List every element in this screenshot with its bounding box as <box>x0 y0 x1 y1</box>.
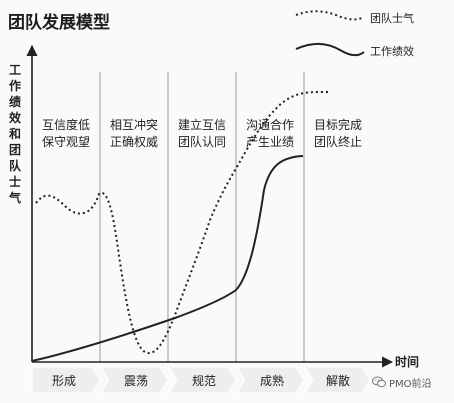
stage-description-line: 目标完成 <box>313 118 362 132</box>
stage-description-line: 团队认同 <box>177 135 226 149</box>
stage-description-storming: 相互冲突 正确权威 <box>101 117 167 151</box>
stage-chevron <box>100 366 169 394</box>
legend-performance-label: 工作绩效 <box>370 45 414 58</box>
stage-description-forming: 互信度低 保守观望 <box>33 117 99 151</box>
stage-description-line: 产生业绩 <box>245 135 294 149</box>
morale-curve <box>35 90 329 355</box>
stage-description-line: 建立互信 <box>177 118 226 132</box>
stage-bar <box>31 366 371 394</box>
stage-name-forming: 形成 <box>51 374 76 388</box>
y-axis-label: 工作绩效和团队士气 <box>8 63 21 205</box>
stage-chevron <box>31 366 101 394</box>
stage-name-norming: 规范 <box>191 374 216 388</box>
stage-description-line: 正确权威 <box>109 135 158 149</box>
diagram-title: 团队发展模型 <box>8 13 110 33</box>
stage-description-line: 团队终止 <box>313 135 362 149</box>
stage-description-line: 互信度低 <box>41 118 90 132</box>
legend-performance-line <box>295 42 365 57</box>
performance-curve <box>31 155 304 362</box>
legend-morale-line <box>295 10 365 21</box>
stage-chevron <box>236 366 305 394</box>
stage-name-performing: 成熟 <box>259 374 284 388</box>
stage-description-line: 沟通合作 <box>245 118 294 132</box>
stage-chevron <box>168 366 237 394</box>
stage-description-performing: 沟通合作 产生业绩 <box>237 117 303 151</box>
wechat-icon <box>372 376 386 388</box>
stage-chevron <box>304 366 371 394</box>
x-axis-label: 时间 <box>395 355 420 369</box>
legend-morale-label: 团队士气 <box>370 12 414 25</box>
stage-description-line: 相互冲突 <box>109 118 158 132</box>
stage-description-line: 保守观望 <box>41 135 90 149</box>
stage-dividers <box>99 72 305 362</box>
watermark: PMO前沿 <box>372 375 432 390</box>
stage-name-adjourning: 解散 <box>325 374 350 388</box>
stage-name-storming: 震荡 <box>123 374 148 388</box>
watermark-text: PMO前沿 <box>389 378 432 390</box>
stage-description-adjourning: 目标完成 团队终止 <box>305 117 371 151</box>
stage-description-norming: 建立互信 团队认同 <box>169 117 235 151</box>
